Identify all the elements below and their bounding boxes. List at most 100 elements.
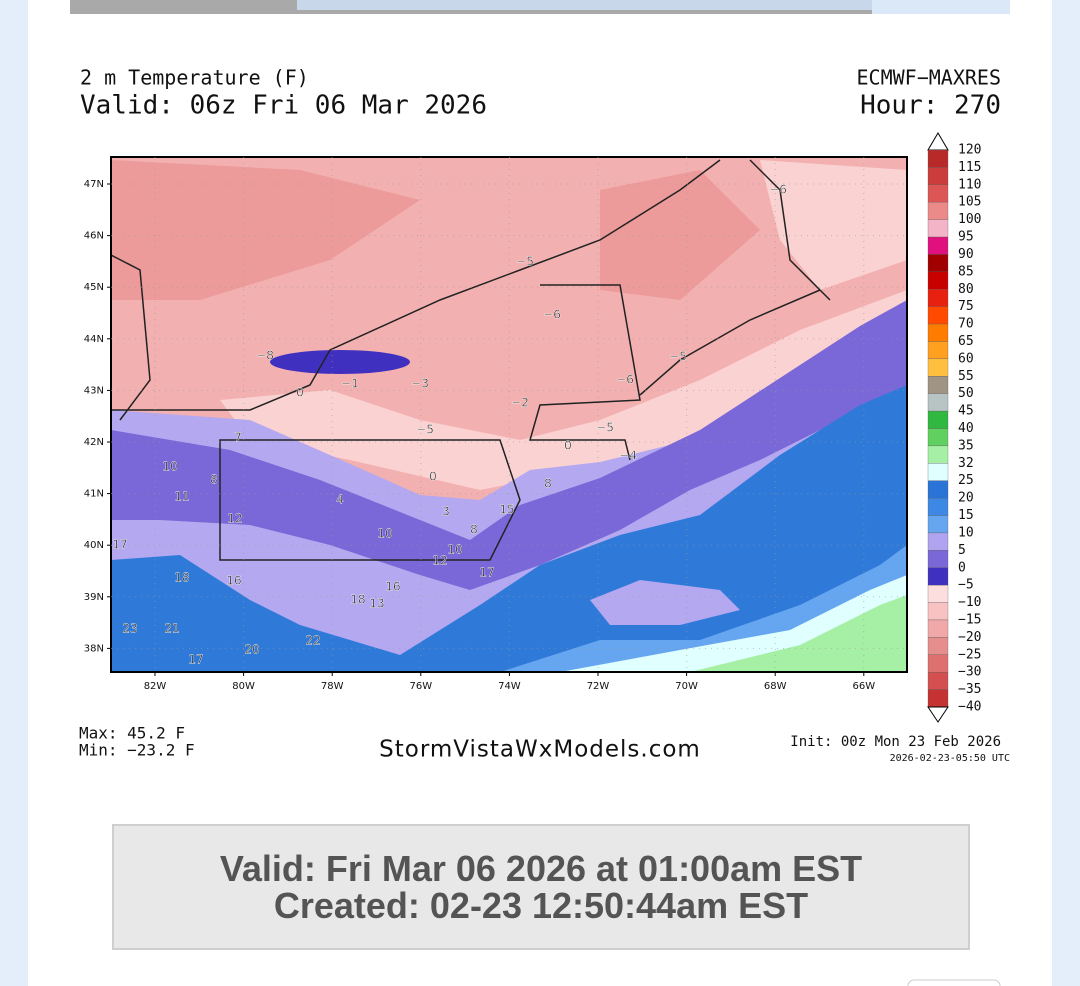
- colorbar-swatch: [927, 567, 949, 586]
- colorbar-label: −20: [958, 630, 981, 645]
- colorbar-label: 95: [958, 230, 974, 245]
- point-label: −5: [669, 350, 687, 364]
- colorbar-label: 65: [958, 334, 974, 349]
- colorbar-label: −5: [958, 578, 974, 593]
- colorbar-label: 40: [958, 421, 974, 436]
- colorbar-label: 35: [958, 438, 974, 453]
- lat-label: 38N: [84, 643, 104, 654]
- point-label: −1: [341, 377, 359, 391]
- point-label: −6: [769, 183, 787, 197]
- colorbar-swatch: [927, 254, 949, 272]
- point-label: −6: [543, 308, 561, 322]
- point-label: 16: [226, 574, 241, 588]
- colorbar-swatch: [927, 602, 949, 621]
- colorbar-label: 80: [958, 282, 974, 297]
- lat-label: 39N: [84, 592, 104, 603]
- field-lavender-patch: [590, 580, 740, 625]
- colorbar-swatch: [927, 637, 949, 655]
- colorbar-swatch: [927, 289, 949, 307]
- colorbar-label: 10: [958, 525, 974, 540]
- colorbar-label: −40: [958, 700, 981, 715]
- init-label: Init: 00z Mon 23 Feb 2026: [790, 734, 1001, 750]
- colorbar-label: −30: [958, 665, 981, 680]
- top-bar-track: [297, 0, 872, 10]
- colorbar-label: 25: [958, 473, 974, 488]
- point-label: −4: [619, 449, 637, 463]
- variable-title: 2 m Temperature (F): [80, 66, 309, 90]
- colorbar-swatch: [927, 463, 949, 481]
- point-label: 13: [369, 597, 384, 611]
- lon-label: 70W: [675, 681, 698, 692]
- point-label: −6: [616, 373, 634, 387]
- lon-label: 68W: [764, 681, 787, 692]
- lon-label: 74W: [498, 681, 521, 692]
- stamp-label: 2026-02-23-05:50 UTC: [890, 753, 1010, 764]
- colorbar-label: 20: [958, 491, 974, 506]
- banner-created: Created: 02-23 12:50:44am EST: [273, 885, 809, 926]
- field-colder: [600, 170, 760, 300]
- colorbar-swatch: [927, 271, 949, 290]
- point-label: 15: [499, 503, 514, 517]
- field-green: [690, 595, 907, 672]
- point-label: 16: [385, 580, 400, 594]
- colorbar-label: −10: [958, 595, 981, 610]
- lat-label: 47N: [84, 179, 104, 190]
- partial-button[interactable]: [907, 979, 1001, 986]
- point-label: 23: [122, 622, 137, 636]
- colorbar-label: 32: [958, 456, 974, 471]
- colorbar-label: −15: [958, 612, 981, 627]
- point-label: −5: [596, 421, 614, 435]
- colorbar-swatch: [927, 306, 949, 325]
- lake-cold: [270, 350, 410, 374]
- point-label: 18: [350, 593, 365, 607]
- colorbar-swatch: [927, 672, 949, 690]
- banner-valid: Valid: Fri Mar 06 2026 at 01:00am EST: [219, 848, 863, 889]
- colorbar-swatch: [927, 341, 949, 360]
- lat-label: 42N: [84, 437, 104, 448]
- point-label: 8: [544, 477, 552, 491]
- colorbar-label: 60: [958, 351, 974, 366]
- point-label: 22: [305, 634, 320, 648]
- colorbar-swatch: [927, 445, 949, 464]
- point-label: 4: [336, 493, 344, 507]
- colorbar-label: 70: [958, 317, 974, 332]
- field-purple: [111, 300, 907, 590]
- lon-label: 80W: [232, 681, 255, 692]
- field-colder: [111, 160, 420, 300]
- colorbar-swatch: [927, 149, 949, 168]
- colorbar-label: 50: [958, 386, 974, 401]
- colorbar-label: 115: [958, 160, 981, 175]
- point-label: 12: [432, 554, 447, 568]
- lon-label: 78W: [321, 681, 344, 692]
- point-label: 10: [162, 460, 177, 474]
- point-label: 0: [564, 439, 572, 453]
- point-label: 11: [174, 490, 189, 504]
- point-label: 3: [442, 505, 450, 519]
- point-label: 7: [234, 431, 242, 445]
- field-mild: [760, 160, 907, 290]
- colorbar-swatch: [927, 532, 949, 551]
- point-label: −8: [256, 349, 274, 363]
- colorbar-swatch: [927, 184, 949, 203]
- colorbar-swatch: [927, 236, 949, 255]
- lat-label: 45N: [84, 282, 104, 293]
- colorbar-label: 100: [958, 212, 981, 227]
- point-label: 0: [429, 470, 437, 484]
- colorbar-label: −25: [958, 647, 981, 662]
- colorbar-swatch: [927, 219, 949, 238]
- point-label: 10: [377, 527, 392, 541]
- colorbar-label: 5: [958, 543, 966, 558]
- colorbar-swatch: [927, 428, 949, 447]
- colorbar-swatch: [927, 202, 949, 220]
- colorbar-label: 90: [958, 247, 974, 262]
- model-title: ECMWF−MAXRES: [857, 66, 1002, 90]
- colorbar-label: 120: [958, 143, 981, 158]
- colorbar-swatch: [927, 393, 949, 412]
- min-label: Min: −23.2 F: [79, 741, 195, 760]
- point-label: −3: [411, 377, 429, 391]
- lat-label: 46N: [84, 231, 104, 242]
- point-label: 18: [174, 571, 189, 585]
- lat-label: 40N: [84, 540, 104, 551]
- map-fill: [111, 157, 907, 672]
